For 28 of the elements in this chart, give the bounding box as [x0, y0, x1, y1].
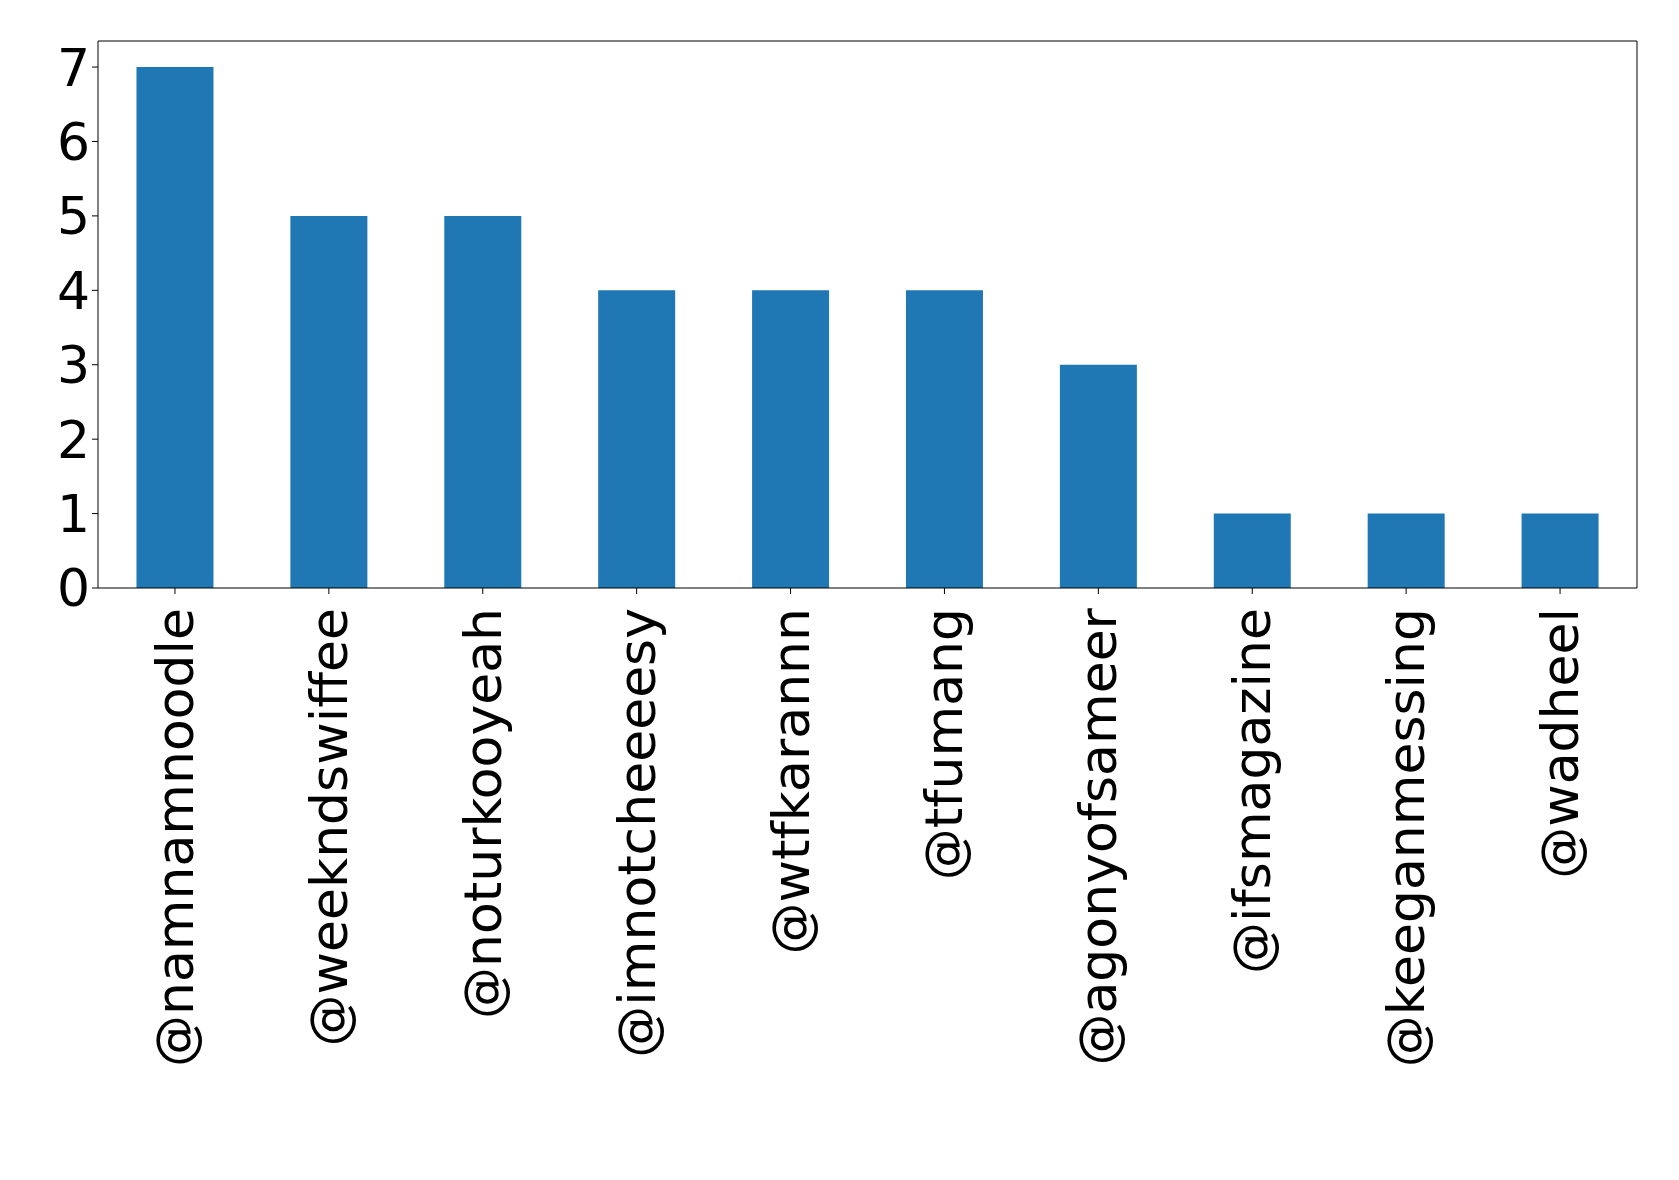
x-tick-label: @wadheel [1530, 608, 1591, 879]
x-tick-label: @tfumang [914, 608, 975, 881]
bar [1059, 364, 1137, 588]
bar [290, 215, 368, 588]
bar [598, 290, 676, 588]
y-tick-label: 2 [56, 409, 90, 470]
x-tick-label: @imnotcheeeesy [606, 608, 667, 1058]
bar [136, 67, 214, 588]
x-tick-label: @ifsmagazine [1222, 608, 1283, 974]
x-tick-label: @keeganmessing [1376, 608, 1437, 1068]
x-tick-label: @noturkooyeah [452, 608, 513, 1019]
bar [905, 290, 983, 588]
bar [752, 290, 830, 588]
x-tick-label: @namnamnoodle [144, 608, 205, 1067]
y-tick-label: 3 [56, 335, 90, 396]
bar [1213, 513, 1291, 588]
y-tick-label: 0 [56, 558, 90, 619]
bar [444, 215, 522, 588]
x-tick-label: @weekndswiffee [298, 608, 359, 1047]
y-tick-label: 1 [56, 484, 90, 545]
y-tick-label: 7 [56, 37, 90, 98]
bar [1367, 513, 1445, 588]
y-tick-label: 4 [56, 260, 90, 321]
bar [1521, 513, 1599, 588]
y-tick-label: 5 [56, 186, 90, 247]
x-tick-label: @agonyofsameer [1068, 607, 1129, 1066]
y-tick-label: 6 [56, 111, 90, 172]
x-tick-label: @wtfkarannn [760, 608, 821, 955]
